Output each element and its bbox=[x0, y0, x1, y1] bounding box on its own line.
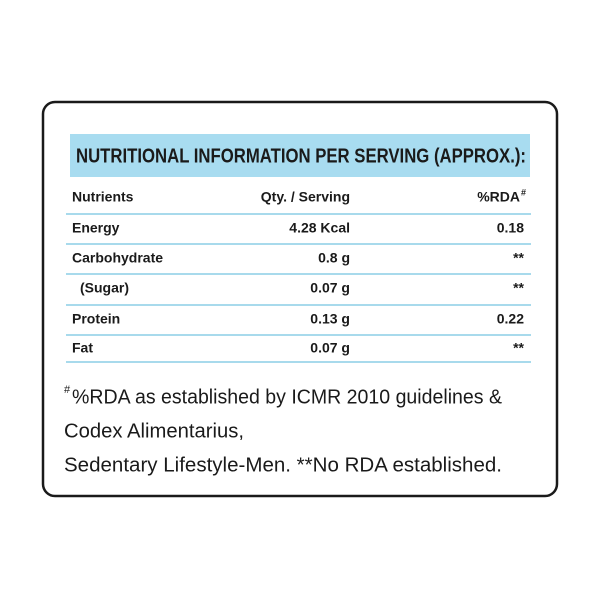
rda: 0.22 bbox=[497, 311, 524, 327]
nutrient-name: (Sugar) bbox=[80, 280, 129, 296]
nutrition-table: Nutrients Qty. / Serving %RDA # Energy 4.28 K… bbox=[66, 187, 531, 363]
nutrient-name: Fat bbox=[72, 340, 93, 356]
rda: ** bbox=[513, 340, 524, 356]
footnote-line: Codex Alimentarius, bbox=[64, 420, 244, 442]
footnote-line: %RDA as established by ICMR 2010 guideli… bbox=[72, 386, 503, 408]
rda: ** bbox=[513, 250, 524, 266]
quantity: 0.8 g bbox=[318, 250, 350, 266]
rda: 0.18 bbox=[497, 220, 524, 236]
nutrient-name: Carbohydrate bbox=[72, 250, 163, 266]
footnote-line: Sedentary Lifestyle-Men. **No RDA establ… bbox=[64, 454, 502, 476]
nutrient-name: Protein bbox=[72, 311, 120, 327]
quantity: 0.07 g bbox=[310, 280, 350, 296]
quantity: 0.13 g bbox=[310, 311, 350, 327]
nutrient-name: Energy bbox=[72, 220, 120, 236]
header-mark: # bbox=[521, 187, 526, 197]
header-cell: Qty. / Serving bbox=[261, 189, 350, 205]
label-border bbox=[41, 100, 559, 498]
footnote-mark: # bbox=[64, 384, 71, 396]
title: NUTRITIONAL INFORMATION PER SERVING (APP… bbox=[76, 145, 526, 167]
quantity: 4.28 Kcal bbox=[289, 220, 350, 236]
title-band bbox=[70, 134, 530, 177]
header-cell: %RDA bbox=[477, 189, 520, 205]
rda: ** bbox=[513, 280, 524, 296]
quantity: 0.07 g bbox=[310, 340, 350, 356]
header-cell: Nutrients bbox=[72, 189, 134, 205]
footnote: # %RDA as established by ICMR 2010 guidel… bbox=[64, 384, 503, 476]
